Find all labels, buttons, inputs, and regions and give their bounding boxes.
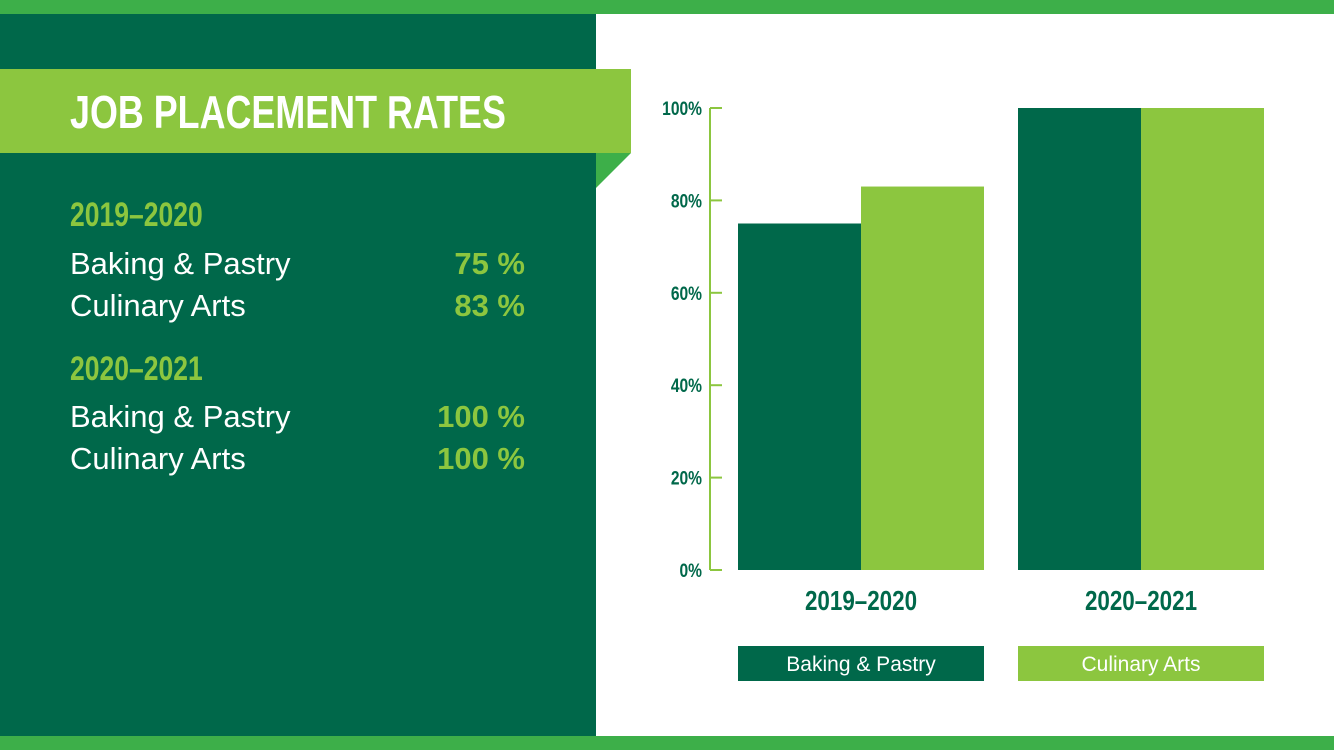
summary-label: Baking & Pastry bbox=[70, 399, 291, 434]
bar bbox=[1141, 108, 1264, 570]
summary-value: 100 % bbox=[437, 399, 525, 434]
summary-value: 100 % bbox=[437, 441, 525, 476]
summary-year-heading: 2020–2021 bbox=[70, 350, 203, 388]
y-tick-label: 20% bbox=[671, 467, 702, 489]
x-category-label: 2020–2021 bbox=[1085, 586, 1197, 617]
page-title: JOB PLACEMENT RATES bbox=[70, 86, 506, 138]
y-tick-label: 0% bbox=[679, 560, 702, 582]
summary-value: 83 % bbox=[454, 288, 525, 323]
bottom-accent-bar bbox=[0, 736, 1334, 750]
bar-chart: 0% 20% 40% 60% 80% 100% 2019–2020 2020–2021 Baki… bbox=[662, 98, 1264, 681]
bar bbox=[861, 186, 984, 571]
summary-label: Baking & Pastry bbox=[70, 246, 291, 281]
y-tick-label: 100% bbox=[662, 98, 702, 120]
ribbon-fold bbox=[596, 153, 631, 188]
y-tick-label: 60% bbox=[671, 282, 702, 304]
summary-value: 75 % bbox=[454, 246, 525, 281]
summary-label: Culinary Arts bbox=[70, 288, 246, 323]
bar bbox=[738, 223, 861, 570]
legend-label: Culinary Arts bbox=[1081, 653, 1200, 676]
y-tick-label: 40% bbox=[671, 375, 702, 397]
legend-swatch bbox=[738, 646, 984, 681]
y-tick-label: 80% bbox=[671, 190, 702, 212]
bar bbox=[1018, 108, 1141, 570]
legend-label: Baking & Pastry bbox=[786, 653, 936, 676]
summary-year-heading: 2019–2020 bbox=[70, 196, 203, 234]
title-ribbon bbox=[0, 69, 631, 153]
top-accent-bar bbox=[0, 0, 1334, 14]
summary-label: Culinary Arts bbox=[70, 441, 246, 476]
x-category-label: 2019–2020 bbox=[805, 586, 917, 617]
legend-swatch bbox=[1018, 646, 1264, 681]
